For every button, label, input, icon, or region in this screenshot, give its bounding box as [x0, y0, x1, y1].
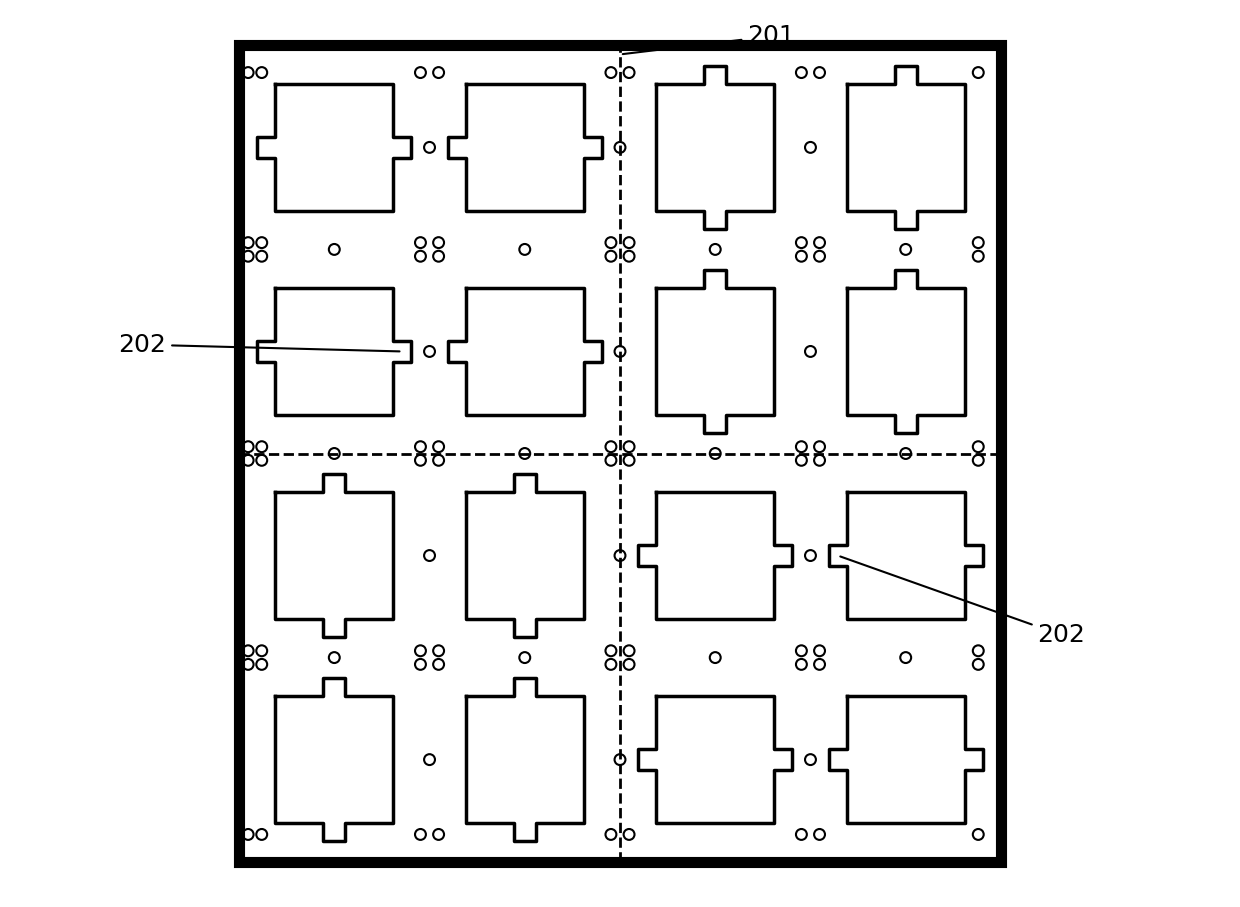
Text: 202: 202 [841, 557, 1085, 647]
Text: 202: 202 [119, 333, 399, 356]
FancyBboxPatch shape [239, 45, 1001, 862]
Text: 201: 201 [622, 24, 795, 54]
